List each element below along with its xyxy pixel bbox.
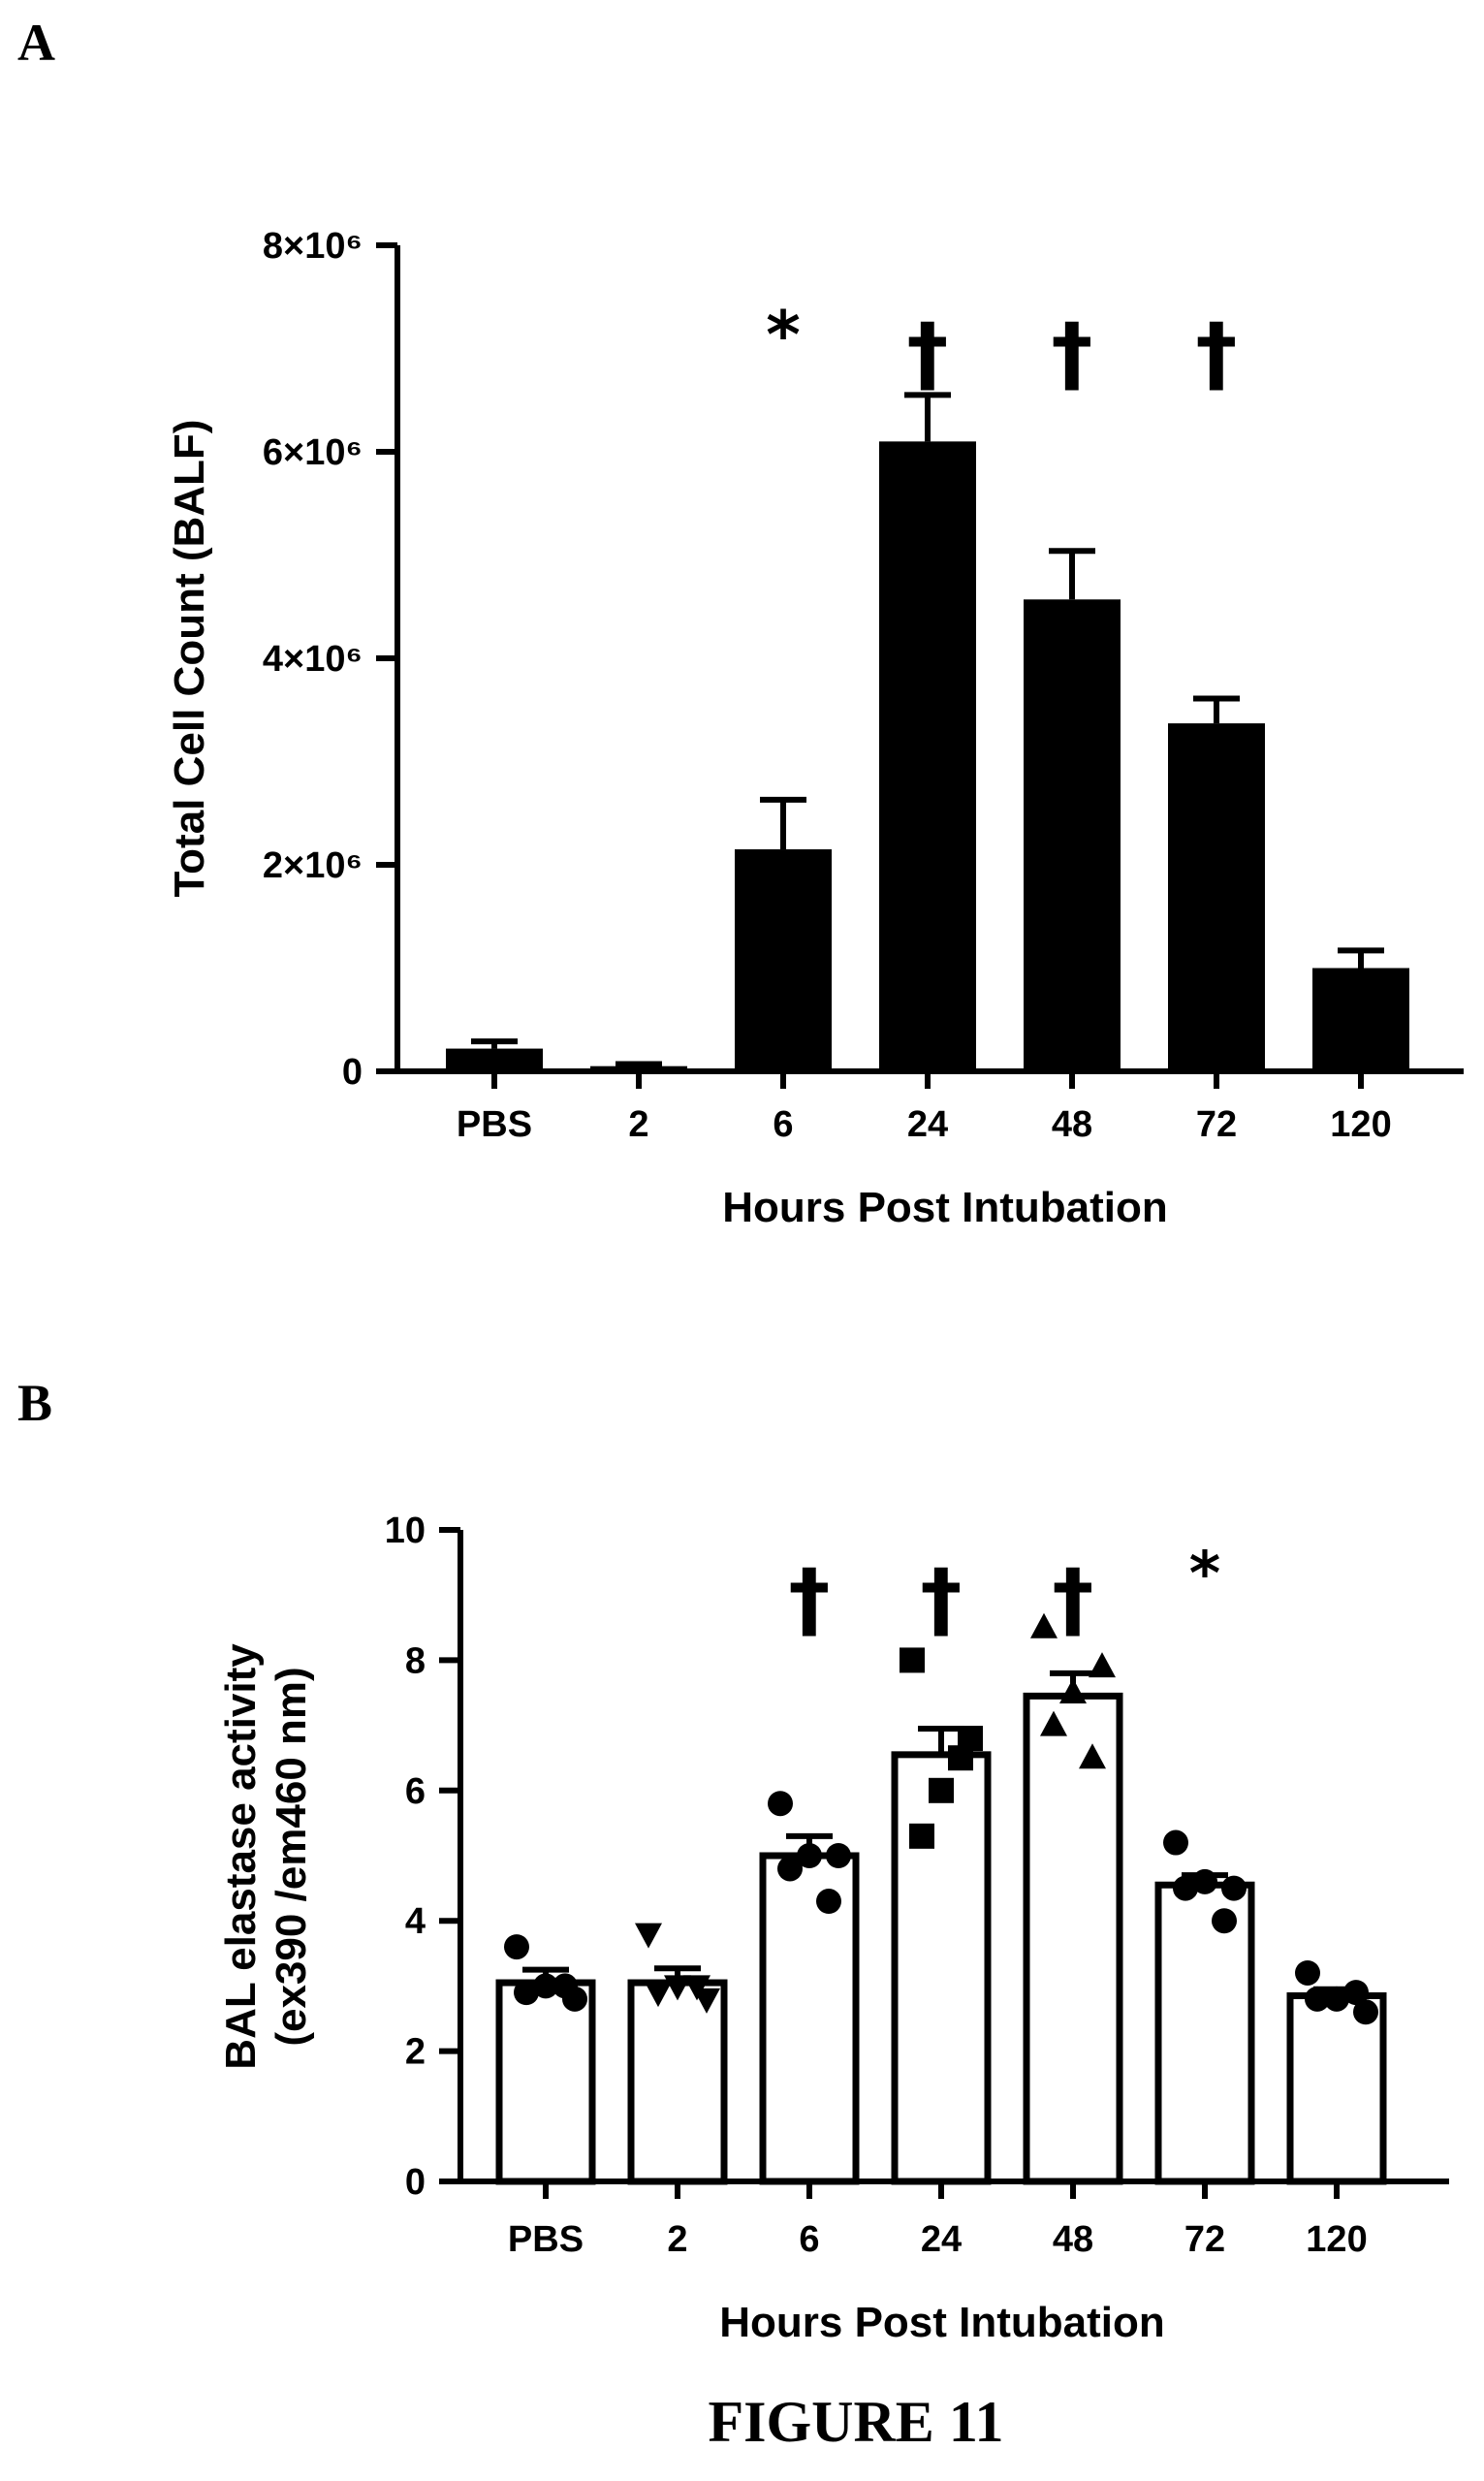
bar — [759, 1852, 860, 2185]
data-point — [1040, 1710, 1067, 1736]
y-tick-label: 0 — [405, 2162, 426, 2203]
data-point — [1079, 1743, 1106, 1769]
x-axis-title: Hours Post Intubation — [719, 2299, 1165, 2346]
x-tick-label: 24 — [907, 1104, 948, 1145]
significance-mark: † — [1053, 1552, 1094, 1649]
significance-mark: † — [1052, 306, 1093, 403]
bar — [446, 1048, 543, 1071]
bar — [891, 1751, 992, 2185]
x-tick-label: 2 — [628, 1104, 648, 1145]
x-tick-label: 48 — [1053, 2219, 1093, 2260]
x-tick-label: 72 — [1184, 2219, 1225, 2260]
significance-mark: * — [1189, 1539, 1220, 1609]
bar — [1023, 1692, 1123, 2185]
y-tick-label: 6 — [405, 1771, 426, 1812]
y-axis-title-line: (ex390 /em460 nm) — [268, 1667, 315, 2046]
y-tick-label: 4×10⁶ — [263, 639, 363, 680]
y-axis-title-line: BAL elastase activity — [217, 1643, 265, 2070]
significance-mark: † — [907, 306, 949, 403]
x-tick-label: 6 — [799, 2219, 819, 2260]
figure-caption: FIGURE 11 — [708, 2390, 1003, 2454]
x-axis-title: Hours Post Intubation — [722, 1184, 1168, 1231]
data-point — [533, 1973, 558, 1999]
x-tick-label: PBS — [457, 1104, 532, 1145]
y-tick-label: 0 — [342, 1052, 363, 1093]
data-point — [1353, 1999, 1378, 2025]
y-tick-label: 4 — [405, 1901, 426, 1942]
bar — [627, 1979, 728, 2185]
data-point — [1163, 1829, 1188, 1856]
data-point — [816, 1889, 841, 1915]
data-point — [768, 1791, 793, 1817]
bar — [879, 441, 976, 1072]
data-point — [900, 1647, 925, 1673]
data-point — [1221, 1875, 1247, 1901]
significance-mark: * — [766, 298, 801, 374]
y-axis-title: Total Cell Count (BALF) — [166, 420, 213, 898]
x-tick-label: 2 — [667, 2219, 687, 2260]
x-tick-label: 6 — [773, 1104, 793, 1145]
data-point — [1295, 1959, 1320, 1986]
bar — [735, 849, 832, 1071]
data-point — [664, 1975, 691, 2001]
data-point — [777, 1856, 803, 1882]
significance-mark: † — [789, 1552, 831, 1649]
panel-a-label: A — [17, 14, 55, 72]
data-point — [683, 1975, 710, 2001]
data-point — [1212, 1908, 1237, 1934]
panel-b-label: B — [17, 1374, 52, 1432]
bar — [1168, 723, 1265, 1071]
bar — [495, 1979, 596, 2185]
data-point — [1089, 1652, 1116, 1678]
x-tick-label: 48 — [1052, 1104, 1092, 1145]
data-point — [1324, 1986, 1349, 2012]
y-tick-label: 2 — [405, 2032, 426, 2073]
bar — [1024, 599, 1121, 1071]
data-point — [1343, 1980, 1369, 2006]
bar — [1312, 968, 1409, 1071]
significance-mark: † — [1196, 306, 1238, 403]
y-tick-label: 8×10⁶ — [263, 226, 363, 267]
y-tick-label: 8 — [405, 1640, 426, 1681]
bar — [1154, 1881, 1255, 2185]
data-point — [1059, 1678, 1087, 1703]
data-point — [562, 1986, 587, 2012]
data-point — [1192, 1868, 1217, 1894]
data-point — [826, 1843, 851, 1868]
x-tick-label: PBS — [508, 2219, 584, 2260]
data-point — [635, 1923, 662, 1949]
bar — [590, 1066, 687, 1071]
chart-a-total-cell-count: 0 2×10⁶ 4×10⁶ 6×10⁶ 8×10⁶ PBS 2 6 * 24 † 48 † 72 † 120 H… — [166, 226, 1464, 1231]
y-tick-label: 6×10⁶ — [263, 432, 363, 473]
data-point — [514, 1980, 539, 2006]
data-point — [929, 1777, 954, 1803]
data-point — [1305, 1986, 1330, 2012]
data-point — [504, 1934, 529, 1960]
data-point — [693, 1988, 720, 2014]
x-tick-label: 24 — [921, 2219, 962, 2260]
x-tick-label: 72 — [1196, 1104, 1237, 1145]
x-tick-label: 120 — [1306, 2219, 1367, 2260]
data-point — [645, 1982, 672, 2008]
data-point — [797, 1843, 822, 1868]
data-point — [1173, 1875, 1198, 1901]
data-point — [909, 1823, 934, 1849]
data-point — [1030, 1612, 1058, 1638]
significance-mark: † — [921, 1552, 963, 1649]
y-tick-label: 10 — [385, 1511, 426, 1551]
x-tick-label: 120 — [1330, 1104, 1391, 1145]
data-point — [958, 1726, 983, 1752]
y-tick-label: 2×10⁶ — [263, 845, 363, 886]
